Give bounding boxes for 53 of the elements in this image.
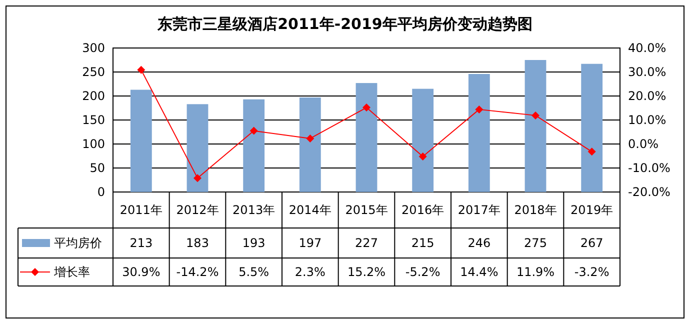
data-label: 183 bbox=[186, 236, 209, 250]
y2-tick-label: 0.0% bbox=[628, 137, 658, 151]
x-tick-label: 2015年 bbox=[345, 203, 388, 217]
y-tick-label: 0 bbox=[97, 185, 105, 199]
legend-label: 平均房价 bbox=[54, 236, 102, 250]
legend-label: 增长率 bbox=[53, 265, 90, 279]
data-label: -3.2% bbox=[574, 265, 610, 279]
y2-tick-label: -10.0% bbox=[628, 161, 670, 175]
x-tick-label: 2018年 bbox=[514, 203, 557, 217]
data-label: 215 bbox=[411, 236, 434, 250]
y2-tick-label: 40.0% bbox=[628, 41, 666, 55]
y-tick-label: 200 bbox=[82, 89, 105, 103]
data-label: 5.5% bbox=[238, 265, 270, 279]
point bbox=[306, 134, 314, 142]
data-label: 2.3% bbox=[294, 265, 326, 279]
data-label: 275 bbox=[524, 236, 547, 250]
y-tick-label: 50 bbox=[90, 161, 105, 175]
point bbox=[250, 126, 258, 135]
x-tick-label: 2014年 bbox=[288, 203, 332, 217]
chart-title: 东莞市三星级酒店2011年-2019年平均房价变动趋势图 bbox=[156, 15, 532, 33]
x-tick-label: 2013年 bbox=[232, 203, 276, 217]
data-label: 246 bbox=[468, 236, 491, 250]
y2-tick-label: 10.0% bbox=[628, 113, 666, 127]
x-tick-label: 2016年 bbox=[402, 203, 444, 217]
x-tick-label: 2012年 bbox=[176, 203, 219, 217]
x-tick-label: 2017年 bbox=[458, 203, 500, 217]
data-label: 197 bbox=[298, 236, 322, 250]
data-label: 30.9% bbox=[122, 265, 160, 279]
data-label: -14.2% bbox=[176, 265, 219, 279]
data-label: 11.9% bbox=[516, 265, 555, 279]
data-label: 267 bbox=[580, 236, 604, 250]
x-tick-label: 2019年 bbox=[570, 203, 614, 217]
point bbox=[532, 111, 540, 120]
point bbox=[362, 104, 370, 112]
point bbox=[475, 105, 484, 114]
data-label: 227 bbox=[355, 236, 378, 250]
y2-tick-label: 20.0% bbox=[628, 89, 666, 103]
data-label: 14.4% bbox=[460, 265, 498, 279]
x-tick-label: 2011年 bbox=[120, 203, 162, 217]
y-tick-label: 100 bbox=[82, 137, 105, 151]
point bbox=[137, 66, 146, 74]
y-tick-label: 300 bbox=[82, 41, 105, 55]
y-tick-label: 250 bbox=[82, 65, 105, 79]
data-label: 213 bbox=[130, 236, 153, 250]
point bbox=[418, 152, 427, 160]
data-label: 193 bbox=[242, 236, 266, 250]
y2-tick-label: 30.0% bbox=[628, 65, 666, 79]
y-tick-label: 150 bbox=[82, 113, 105, 127]
y2-tick-label: -20.0% bbox=[628, 185, 670, 199]
data-label: 15.2% bbox=[347, 265, 386, 279]
point bbox=[588, 148, 596, 156]
point bbox=[194, 174, 202, 182]
data-label: -5.2% bbox=[405, 265, 440, 279]
